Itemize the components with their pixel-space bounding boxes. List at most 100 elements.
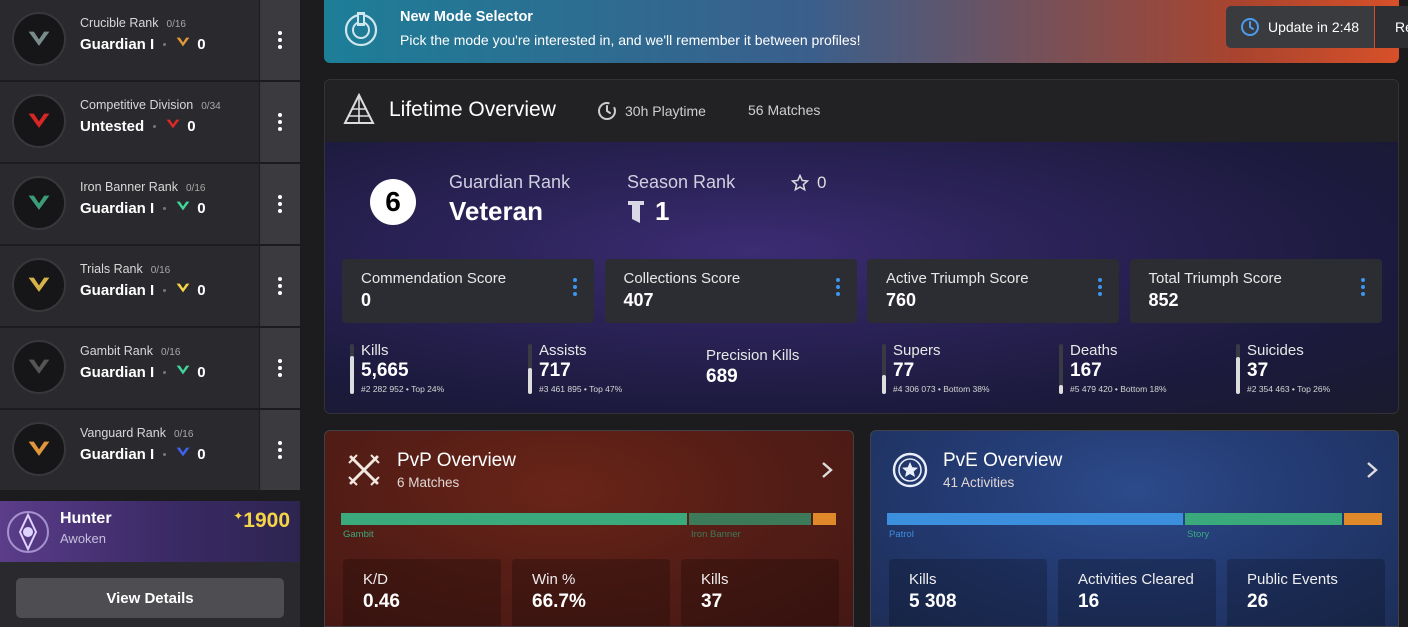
mode-segment-label: Patrol bbox=[889, 529, 914, 540]
separator-dot bbox=[163, 207, 167, 210]
lifetime-hero: 6 Guardian Rank Veteran Season Rank 1 0 … bbox=[325, 142, 1398, 413]
rank-row[interactable]: Vanguard Rank 0/16 Guardian I 0 bbox=[0, 410, 300, 490]
score-card[interactable]: Active Triumph Score 760 bbox=[867, 259, 1119, 323]
rank-value: Guardian I 0 bbox=[80, 200, 206, 217]
rank-summary[interactable]: Competitive Division 0/34 Untested 0 bbox=[0, 82, 259, 162]
chevron-right-icon[interactable] bbox=[821, 461, 833, 484]
rank-progress: 0/34 bbox=[201, 101, 221, 112]
rank-row[interactable]: Competitive Division 0/34 Untested 0 bbox=[0, 82, 300, 162]
kebab-dot bbox=[573, 285, 577, 289]
pvp-stat: Win % 66.7% bbox=[512, 559, 670, 626]
stat-value: 167 bbox=[1070, 360, 1102, 381]
pvp-stat: K/D 0.46 bbox=[343, 559, 501, 626]
rank-more-button[interactable] bbox=[260, 82, 300, 162]
rank-resets: 0 bbox=[197, 282, 206, 299]
kebab-dot bbox=[1098, 285, 1102, 289]
rank-summary[interactable]: Iron Banner Rank 0/16 Guardian I 0 bbox=[0, 164, 259, 244]
pve-overview-card[interactable]: PvE Overview 41 Activities Patrol Story K… bbox=[870, 430, 1399, 627]
kebab-dot bbox=[278, 277, 282, 281]
rank-value: Guardian I 0 bbox=[80, 36, 206, 53]
sidebar: Crucible Rank 0/16 Guardian I 0 Competitive … bbox=[0, 0, 300, 627]
rank-row[interactable]: Crucible Rank 0/16 Guardian I 0 bbox=[0, 0, 300, 80]
score-label: Commendation Score bbox=[361, 270, 507, 287]
pvp-title: PvP Overview bbox=[397, 450, 516, 471]
rank-more-button[interactable] bbox=[260, 246, 300, 326]
stat-value: 5,665 bbox=[361, 360, 409, 381]
kebab-dot bbox=[278, 45, 282, 49]
season-rank-number: 1 bbox=[655, 196, 670, 226]
more-vertical-icon[interactable] bbox=[1360, 278, 1365, 296]
score-card[interactable]: Commendation Score 0 bbox=[342, 259, 594, 323]
separator-dot bbox=[163, 289, 167, 292]
rank-name: Competitive Division 0/34 bbox=[80, 98, 221, 112]
rank-name-label: Crucible Rank bbox=[80, 16, 159, 30]
rank-row[interactable]: Iron Banner Rank 0/16 Guardian I 0 bbox=[0, 164, 300, 244]
kebab-dot bbox=[278, 284, 282, 288]
lifetime-stat: Deaths 167 #5 479 420 • Bottom 18% bbox=[1059, 340, 1229, 400]
clock-icon bbox=[598, 102, 616, 120]
refresh-button[interactable]: Re bbox=[1375, 6, 1408, 48]
rank-more-button[interactable] bbox=[260, 410, 300, 490]
view-details-button[interactable]: View Details bbox=[16, 578, 284, 618]
score-value: 407 bbox=[623, 290, 654, 310]
character-card[interactable]: Hunter Awoken ✦1900 bbox=[0, 501, 300, 562]
rank-value: Guardian I 0 bbox=[80, 446, 206, 463]
season-rank-label: Season Rank bbox=[627, 172, 736, 192]
kebab-dot bbox=[278, 202, 282, 206]
chevron-right-icon[interactable] bbox=[1366, 461, 1378, 484]
more-vertical-icon[interactable] bbox=[1098, 278, 1102, 296]
rank-summary[interactable]: Vanguard Rank 0/16 Guardian I 0 bbox=[0, 410, 259, 490]
rank-progress: 0/16 bbox=[166, 19, 186, 30]
rank-summary[interactable]: Gambit Rank 0/16 Guardian I 0 bbox=[0, 328, 259, 408]
kebab-dot bbox=[573, 278, 577, 282]
stat-label: Kills bbox=[909, 571, 937, 588]
playtime: 30h Playtime bbox=[597, 101, 706, 121]
rank-resets: 0 bbox=[197, 364, 206, 381]
mode-segment-label: Story bbox=[1187, 529, 1210, 540]
rank-more-button[interactable] bbox=[260, 0, 300, 80]
rank-resets: 0 bbox=[197, 446, 206, 463]
update-timer-label: Update in 2:48 bbox=[1268, 19, 1360, 35]
rank-name: Crucible Rank 0/16 bbox=[80, 16, 186, 30]
rank-emblem-icon bbox=[12, 258, 66, 312]
light-prefix: ✦ bbox=[233, 509, 244, 523]
lifetime-stat: Suicides 37 #2 354 463 • Top 26% bbox=[1236, 340, 1398, 400]
rank-summary[interactable]: Trials Rank 0/16 Guardian I 0 bbox=[0, 246, 259, 326]
update-timer-button[interactable]: Update in 2:48 bbox=[1226, 6, 1374, 48]
kebab-dot bbox=[1098, 278, 1102, 282]
percentile-fill bbox=[350, 356, 354, 394]
rank-row[interactable]: Gambit Rank 0/16 Guardian I 0 bbox=[0, 328, 300, 408]
stat-value: 689 bbox=[706, 366, 738, 387]
new-mode-banner[interactable]: New Mode Selector Pick the mode you're i… bbox=[324, 0, 1399, 63]
score-card[interactable]: Total Triumph Score 852 bbox=[1129, 259, 1382, 323]
lifetime-title: Lifetime Overview bbox=[389, 98, 556, 121]
rank-more-button[interactable] bbox=[260, 328, 300, 408]
pvp-overview-card[interactable]: PvP Overview 6 Matches Gambit Iron Banner… bbox=[324, 430, 854, 627]
rank-row[interactable]: Trials Rank 0/16 Guardian I 0 bbox=[0, 246, 300, 326]
kebab-dot bbox=[278, 113, 282, 117]
more-vertical-icon[interactable] bbox=[573, 278, 577, 296]
rank-name: Trials Rank 0/16 bbox=[80, 262, 170, 276]
score-card[interactable]: Collections Score 407 bbox=[604, 259, 857, 323]
separator-dot bbox=[153, 125, 157, 128]
rank-summary[interactable]: Crucible Rank 0/16 Guardian I 0 bbox=[0, 0, 259, 80]
stat-ranking: #4 306 073 • Bottom 38% bbox=[893, 384, 990, 394]
guardian-rank-value: Veteran bbox=[449, 196, 543, 226]
stat-label: Deaths bbox=[1070, 342, 1118, 359]
more-vertical-icon[interactable] bbox=[835, 278, 840, 296]
rank-chevron-icon bbox=[175, 200, 191, 217]
rank-name-label: Gambit Rank bbox=[80, 344, 153, 358]
character-light-level: ✦1900 bbox=[233, 509, 290, 533]
rank-name-label: Vanguard Rank bbox=[80, 426, 166, 440]
rank-chevron-icon bbox=[175, 36, 191, 53]
percentile-fill bbox=[1059, 385, 1063, 394]
character-panel: View Details bbox=[0, 562, 300, 627]
score-value: 852 bbox=[1148, 290, 1179, 310]
rank-more-button[interactable] bbox=[260, 164, 300, 244]
kebab-dot bbox=[278, 441, 282, 445]
star-icon bbox=[791, 174, 809, 192]
separator-dot bbox=[163, 43, 167, 46]
rank-value-label: Guardian I bbox=[80, 200, 155, 217]
rank-chevron-icon bbox=[175, 364, 191, 381]
rank-emblem-icon bbox=[12, 422, 66, 476]
